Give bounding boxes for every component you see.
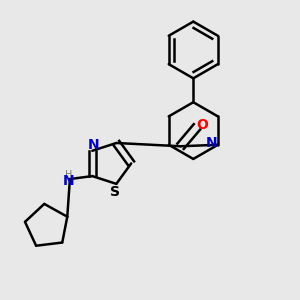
Text: N: N	[88, 138, 100, 152]
Text: N: N	[63, 174, 74, 188]
Text: N: N	[206, 136, 217, 150]
Text: O: O	[196, 118, 208, 132]
Text: S: S	[110, 185, 120, 199]
Text: H: H	[65, 169, 72, 180]
